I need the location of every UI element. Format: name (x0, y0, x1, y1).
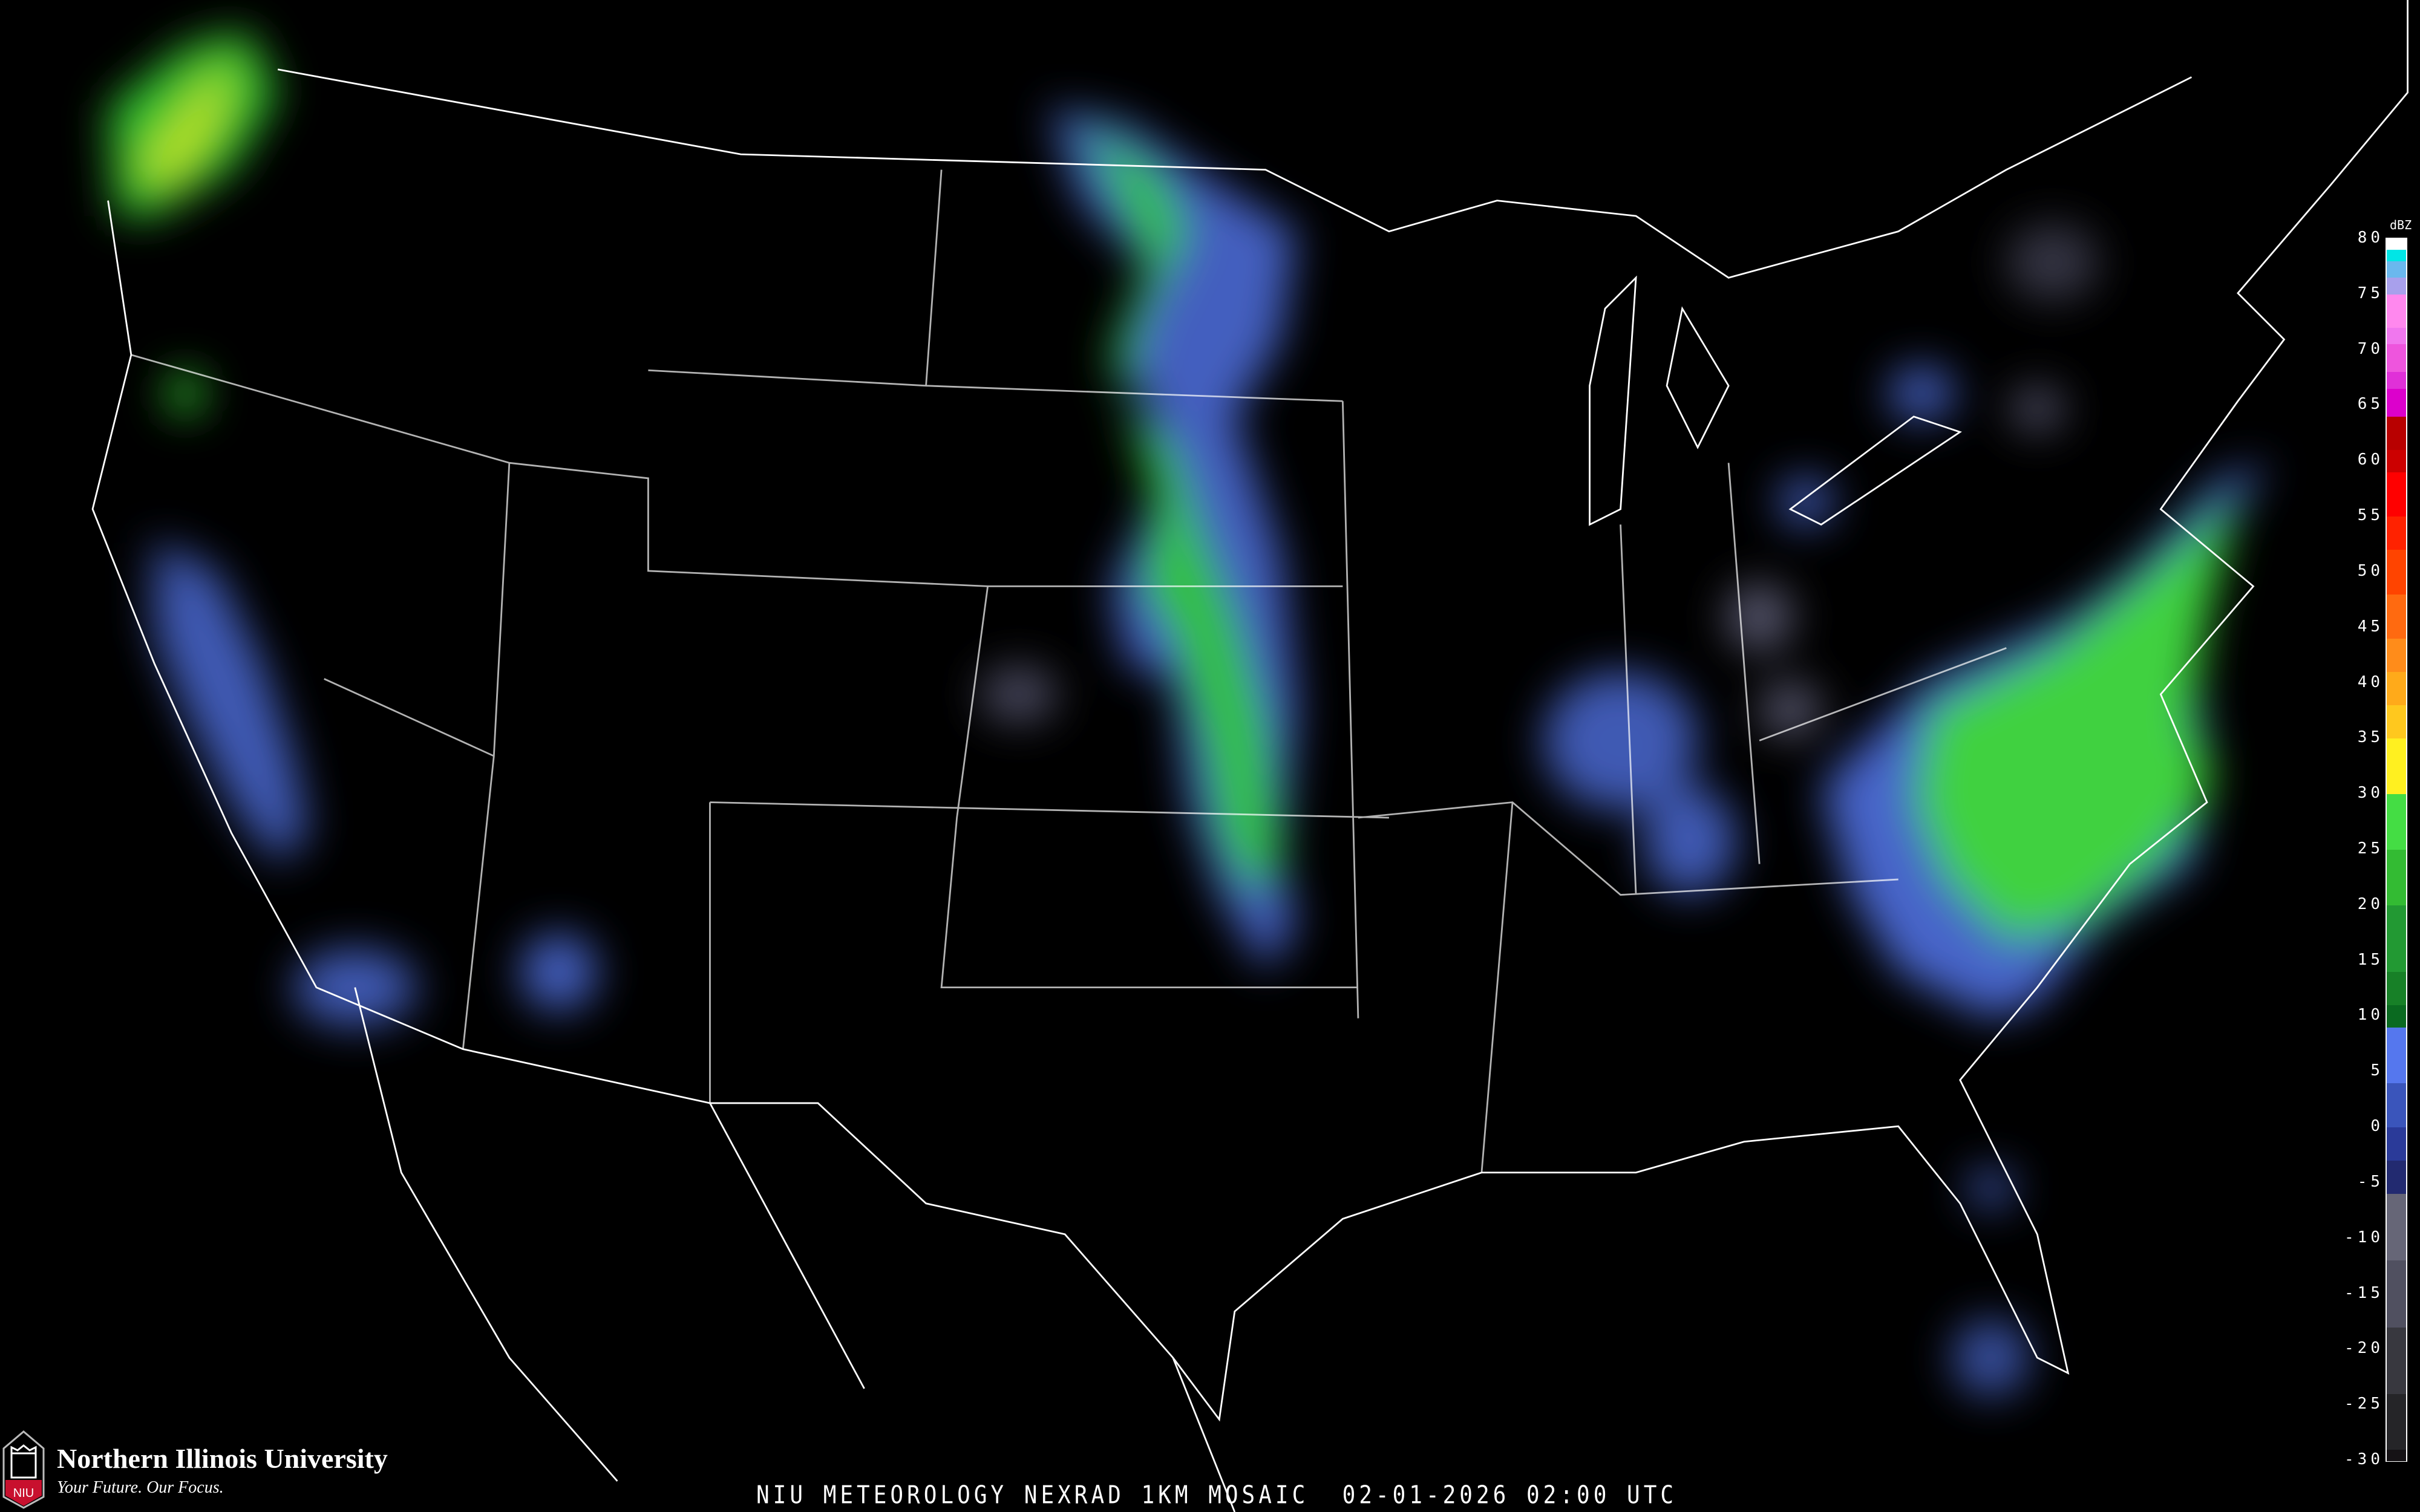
legend-tick-label: 50 (2357, 561, 2384, 580)
legend-color-step (2387, 639, 2406, 673)
legend-color-step (2387, 850, 2406, 906)
svg-text:NIU: NIU (13, 1487, 34, 1500)
legend-color-step (2387, 372, 2406, 389)
legend-tick-label: 45 (2357, 617, 2384, 636)
legend-color-step (2387, 449, 2406, 473)
niu-logo: NIU Northern Illinois University Your Fu… (2, 1430, 388, 1509)
legend-color-step (2387, 472, 2406, 518)
legend-color-step (2387, 1260, 2406, 1328)
legend-color-step (2387, 1161, 2406, 1195)
legend-color-step (2387, 1393, 2406, 1450)
legend-color-step (2387, 516, 2406, 551)
us-outline (91, 0, 2409, 1422)
legend-color-step (2387, 672, 2406, 706)
legend-tick-label: -25 (2344, 1395, 2384, 1413)
legend-tick-label: 30 (2357, 784, 2384, 803)
legend-tick-label: 65 (2357, 395, 2384, 414)
legend-color-bar (2386, 238, 2407, 1462)
legend-color-step (2387, 1449, 2406, 1461)
university-name: Northern Illinois University (57, 1442, 388, 1474)
legend-color-step (2387, 550, 2406, 595)
legend-color-step (2387, 705, 2406, 740)
legend-color-step (2387, 388, 2406, 417)
legend-tick-label: -10 (2344, 1228, 2384, 1246)
legend-tick-label: 70 (2357, 339, 2384, 358)
legend-color-step (2387, 794, 2406, 850)
legend-tick-label: 40 (2357, 673, 2384, 691)
legend-color-step (2387, 1327, 2406, 1395)
legend-tick-label: 35 (2357, 728, 2384, 747)
legend-tick-label: 20 (2357, 894, 2384, 913)
precipitation-layer (108, 31, 2269, 1396)
legend-tick-label: -30 (2344, 1450, 2384, 1468)
legend-tick-label: 25 (2357, 839, 2384, 858)
legend-tick-label: 80 (2357, 229, 2384, 247)
canada-border (277, 68, 2193, 279)
legend-tick-label: -20 (2344, 1339, 2384, 1358)
legend-tick-label: 5 (2370, 1061, 2384, 1080)
reflectivity-legend: dBZ 80 75 70 65 60 55 50 45 40 35 30 25 20 15 10 5 0 -5 -1… (2344, 218, 2420, 1476)
legend-color-step (2387, 1005, 2406, 1028)
legend-color-step (2387, 250, 2406, 262)
great-lakes (1589, 275, 1962, 526)
university-tagline: Your Future. Our Focus. (57, 1478, 224, 1497)
legend-tick-label: -5 (2357, 1172, 2384, 1191)
niu-shield-icon: NIU (2, 1430, 45, 1509)
legend-tick-label: 60 (2357, 451, 2384, 469)
legend-tick-label: 15 (2357, 950, 2384, 969)
legend-tick-label: 0 (2370, 1117, 2384, 1136)
legend-color-step (2387, 278, 2406, 295)
legend-color-step (2387, 1194, 2406, 1262)
legend-color-step (2387, 905, 2406, 973)
legend-color-step (2387, 344, 2406, 373)
boundary-lines (91, 0, 2409, 1512)
legend-tick-label: 55 (2357, 506, 2384, 525)
legend-color-step (2387, 738, 2406, 795)
legend-color-step (2387, 1127, 2406, 1162)
legend-color-step (2387, 327, 2406, 345)
legend-color-step (2387, 594, 2406, 640)
legend-unit: dBZ (2390, 218, 2412, 232)
legend-color-step (2387, 416, 2406, 451)
legend-tick-label: -15 (2344, 1283, 2384, 1302)
legend-color-step (2387, 261, 2406, 279)
legend-color-step (2387, 239, 2406, 251)
legend-tick-label: 10 (2357, 1006, 2384, 1025)
legend-color-step (2387, 1083, 2406, 1129)
state-lines (131, 169, 2007, 1173)
legend-color-step (2387, 1027, 2406, 1084)
legend-color-step (2387, 294, 2406, 328)
legend-color-step (2387, 972, 2406, 1006)
map-caption: NIU METEOROLOGY NEXRAD 1KM MOSAIC 02-01-… (756, 1481, 1678, 1510)
legend-tick-label: 75 (2357, 284, 2384, 302)
mexico-coast (354, 987, 1236, 1512)
